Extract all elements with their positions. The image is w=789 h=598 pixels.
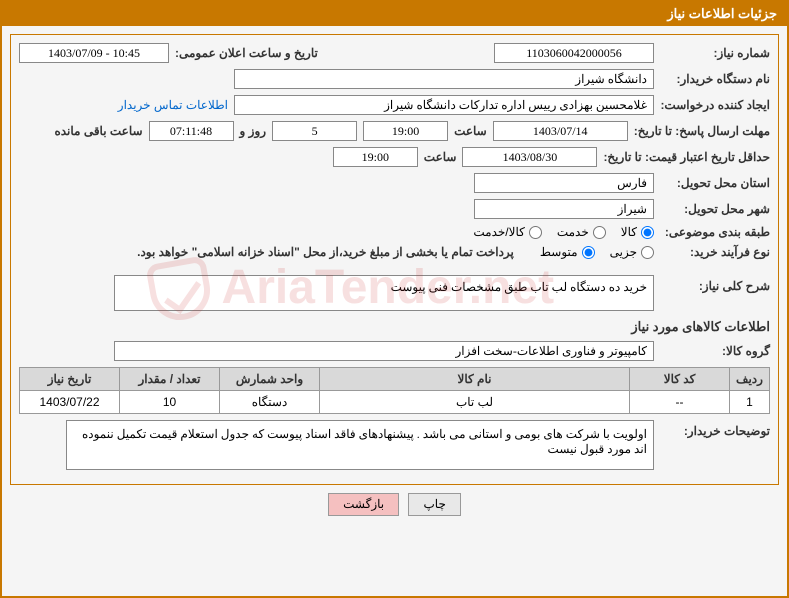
need-number-label: شماره نیاز: xyxy=(660,46,770,60)
remaining-label: ساعت باقی مانده xyxy=(54,124,142,138)
cat-goods-service-item[interactable]: کالا/خدمت xyxy=(473,225,541,239)
cat-goods-service-label: کالا/خدمت xyxy=(473,225,524,239)
button-row: چاپ بازگشت xyxy=(10,493,779,516)
th-unit: واحد شمارش xyxy=(220,368,320,391)
panel-header: جزئیات اطلاعات نیاز xyxy=(2,2,787,26)
min-validity-date-input[interactable] xyxy=(462,147,597,167)
buyer-notes-label: توضیحات خریدار: xyxy=(660,420,770,438)
days-remaining-input[interactable] xyxy=(272,121,357,141)
th-qty: تعداد / مقدار xyxy=(120,368,220,391)
payment-note: پرداخت تمام یا بخشی از مبلغ خرید،از محل … xyxy=(137,245,514,259)
days-and-label: روز و xyxy=(240,124,267,138)
table-row: 1 -- لب تاب دستگاه 10 1403/07/22 xyxy=(20,391,770,414)
city-label: شهر محل تحویل: xyxy=(660,202,770,216)
hours-remaining-input[interactable] xyxy=(149,121,234,141)
goods-group-label: گروه کالا: xyxy=(660,344,770,358)
need-number-input[interactable] xyxy=(494,43,654,63)
pt-partial-item[interactable]: جزیی xyxy=(610,245,654,259)
city-input[interactable] xyxy=(474,199,654,219)
pt-partial-label: جزیی xyxy=(610,245,637,259)
overview-label: شرح کلی نیاز: xyxy=(660,275,770,293)
back-button[interactable]: بازگشت xyxy=(328,493,399,516)
category-radio-group: کالا خدمت کالا/خدمت xyxy=(473,225,654,239)
pt-partial-radio[interactable] xyxy=(641,246,654,259)
cat-goods-label: کالا xyxy=(621,225,637,239)
cat-service-radio[interactable] xyxy=(593,226,606,239)
buyer-notes-textarea[interactable] xyxy=(66,420,654,470)
min-validity-label: حداقل تاریخ اعتبار قیمت: تا تاریخ: xyxy=(603,150,770,164)
requester-label: ایجاد کننده درخواست: xyxy=(660,98,770,112)
purchase-type-radio-group: جزیی متوسط xyxy=(540,245,654,259)
province-input[interactable] xyxy=(474,173,654,193)
th-name: نام کالا xyxy=(320,368,630,391)
pt-medium-radio[interactable] xyxy=(582,246,595,259)
overview-textarea[interactable] xyxy=(114,275,654,311)
cat-service-item[interactable]: خدمت xyxy=(557,225,606,239)
announce-date-input[interactable] xyxy=(19,43,169,63)
cat-goods-radio[interactable] xyxy=(641,226,654,239)
th-date: تاریخ نیاز xyxy=(20,368,120,391)
time-label-1: ساعت xyxy=(454,124,487,138)
td-date: 1403/07/22 xyxy=(20,391,120,414)
cat-service-label: خدمت xyxy=(557,225,589,239)
cat-goods-item[interactable]: کالا xyxy=(621,225,654,239)
contact-link[interactable]: اطلاعات تماس خریدار xyxy=(118,98,228,112)
time-label-2: ساعت xyxy=(424,150,457,164)
requester-input[interactable] xyxy=(234,95,654,115)
th-code: کد کالا xyxy=(630,368,730,391)
td-code: -- xyxy=(630,391,730,414)
print-button[interactable]: چاپ xyxy=(408,493,460,516)
deadline-date-input[interactable] xyxy=(493,121,628,141)
td-qty: 10 xyxy=(120,391,220,414)
purchase-type-label: نوع فرآیند خرید: xyxy=(660,245,770,259)
category-label: طبقه بندی موضوعی: xyxy=(660,225,770,239)
pt-medium-item[interactable]: متوسط xyxy=(540,245,595,259)
cat-goods-service-radio[interactable] xyxy=(529,226,542,239)
td-row: 1 xyxy=(730,391,770,414)
td-unit: دستگاه xyxy=(220,391,320,414)
pt-medium-label: متوسط xyxy=(540,245,578,259)
deadline-time-input[interactable] xyxy=(363,121,448,141)
goods-section-title: اطلاعات کالاهای مورد نیاز xyxy=(19,319,770,335)
province-label: استان محل تحویل: xyxy=(660,176,770,190)
announce-date-label: تاریخ و ساعت اعلان عمومی: xyxy=(175,46,318,60)
buyer-org-label: نام دستگاه خریدار: xyxy=(660,72,770,86)
th-row: ردیف xyxy=(730,368,770,391)
buyer-org-input[interactable] xyxy=(234,69,654,89)
goods-group-input[interactable] xyxy=(114,341,654,361)
deadline-label: مهلت ارسال پاسخ: تا تاریخ: xyxy=(634,124,770,138)
min-validity-time-input[interactable] xyxy=(333,147,418,167)
form-panel: شماره نیاز: تاریخ و ساعت اعلان عمومی: نا… xyxy=(10,34,779,485)
td-name: لب تاب xyxy=(320,391,630,414)
goods-table: ردیف کد کالا نام کالا واحد شمارش تعداد /… xyxy=(19,367,770,414)
